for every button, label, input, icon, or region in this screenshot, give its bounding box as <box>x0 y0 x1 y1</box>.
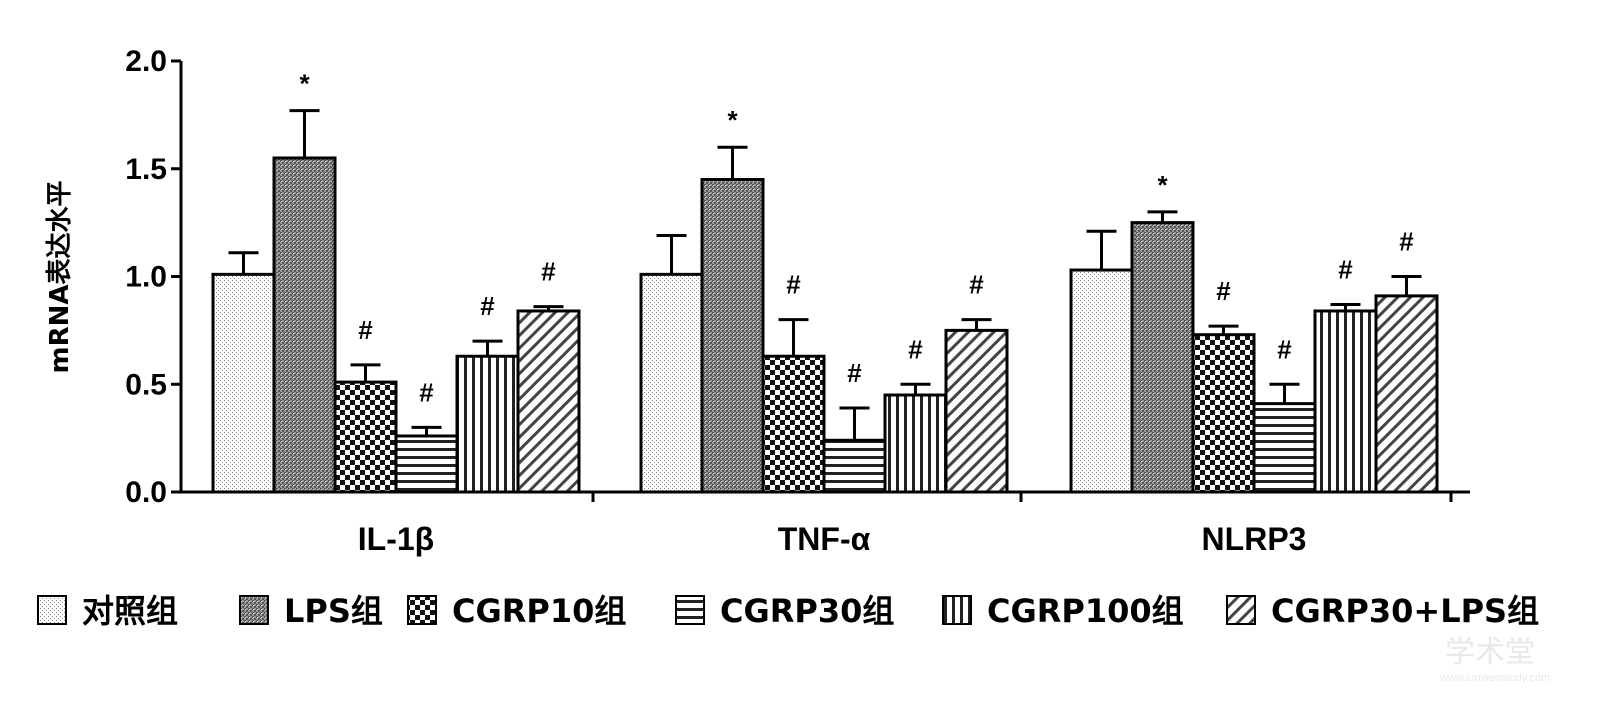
legend-label: 对照组 <box>82 592 178 630</box>
bar <box>822 438 887 494</box>
legend-label: LPS组 <box>284 592 383 630</box>
legend-swatch <box>1226 595 1256 625</box>
significance-mark: # <box>480 291 495 321</box>
legend-label: CGRP10组 <box>452 592 626 630</box>
legend-swatch <box>942 595 972 625</box>
category-label: IL-1β <box>358 521 434 557</box>
legend-label: CGRP100组 <box>987 592 1184 630</box>
y-tick-label: 0.5 <box>125 368 167 401</box>
x-axis: IL-1β TNF-α NLRP3 <box>181 490 1470 557</box>
category-label: TNF-α <box>778 521 871 557</box>
bar <box>1130 221 1195 494</box>
bar <box>1374 294 1439 494</box>
bar <box>639 272 704 494</box>
significance-mark: # <box>541 257 556 287</box>
watermark-url: www.lunwenstudy.com <box>1439 672 1550 684</box>
bar <box>883 393 948 494</box>
bar <box>211 272 276 494</box>
significance-mark: # <box>1338 255 1353 285</box>
significance-mark: # <box>969 270 984 300</box>
bar <box>944 328 1009 494</box>
bar <box>1252 402 1317 494</box>
bar <box>1313 309 1378 494</box>
bar <box>455 354 520 494</box>
bar <box>272 156 337 494</box>
y-axis-title: mRNA表达水平 <box>45 181 75 374</box>
legend-label: CGRP30+LPS组 <box>1271 592 1539 630</box>
bar <box>761 354 826 494</box>
significance-mark: # <box>847 358 862 388</box>
watermark-text: 学术堂 <box>1445 635 1535 670</box>
legend-swatch <box>239 595 269 625</box>
legend: 对照组 LPS组 CGRP10组 CGRP30组 CGRP100组 CGRP30+LPS组 <box>37 592 1539 630</box>
bar <box>516 309 581 494</box>
significance-mark: # <box>1216 276 1231 306</box>
y-tick-label: 2.0 <box>125 45 167 78</box>
bars-group: * # # # # * # # # # * # # # # <box>211 69 1439 494</box>
significance-mark: # <box>419 377 434 407</box>
significance-mark: * <box>299 69 310 99</box>
significance-mark: # <box>358 315 373 345</box>
y-axis: 0.0 0.5 1.0 1.5 2.0 <box>125 45 183 509</box>
significance-mark: # <box>786 270 801 300</box>
significance-mark: # <box>908 334 923 364</box>
significance-mark: * <box>1157 170 1168 200</box>
legend-swatch <box>675 595 705 625</box>
legend-label: CGRP30组 <box>720 592 894 630</box>
bar <box>394 434 459 494</box>
significance-mark: # <box>1277 334 1292 364</box>
significance-mark: # <box>1399 227 1414 257</box>
bar <box>1069 268 1134 494</box>
significance-mark: * <box>727 105 738 135</box>
bar <box>333 380 398 494</box>
legend-swatch <box>407 595 437 625</box>
y-tick-label: 1.0 <box>125 261 167 294</box>
watermark: 学术堂 www.lunwenstudy.com <box>1439 635 1550 684</box>
y-tick-label: 0.0 <box>125 476 167 509</box>
y-tick-label: 1.5 <box>125 153 167 186</box>
bar <box>700 178 765 494</box>
legend-swatch <box>37 595 67 625</box>
category-label: NLRP3 <box>1202 521 1307 557</box>
bar <box>1191 333 1256 494</box>
